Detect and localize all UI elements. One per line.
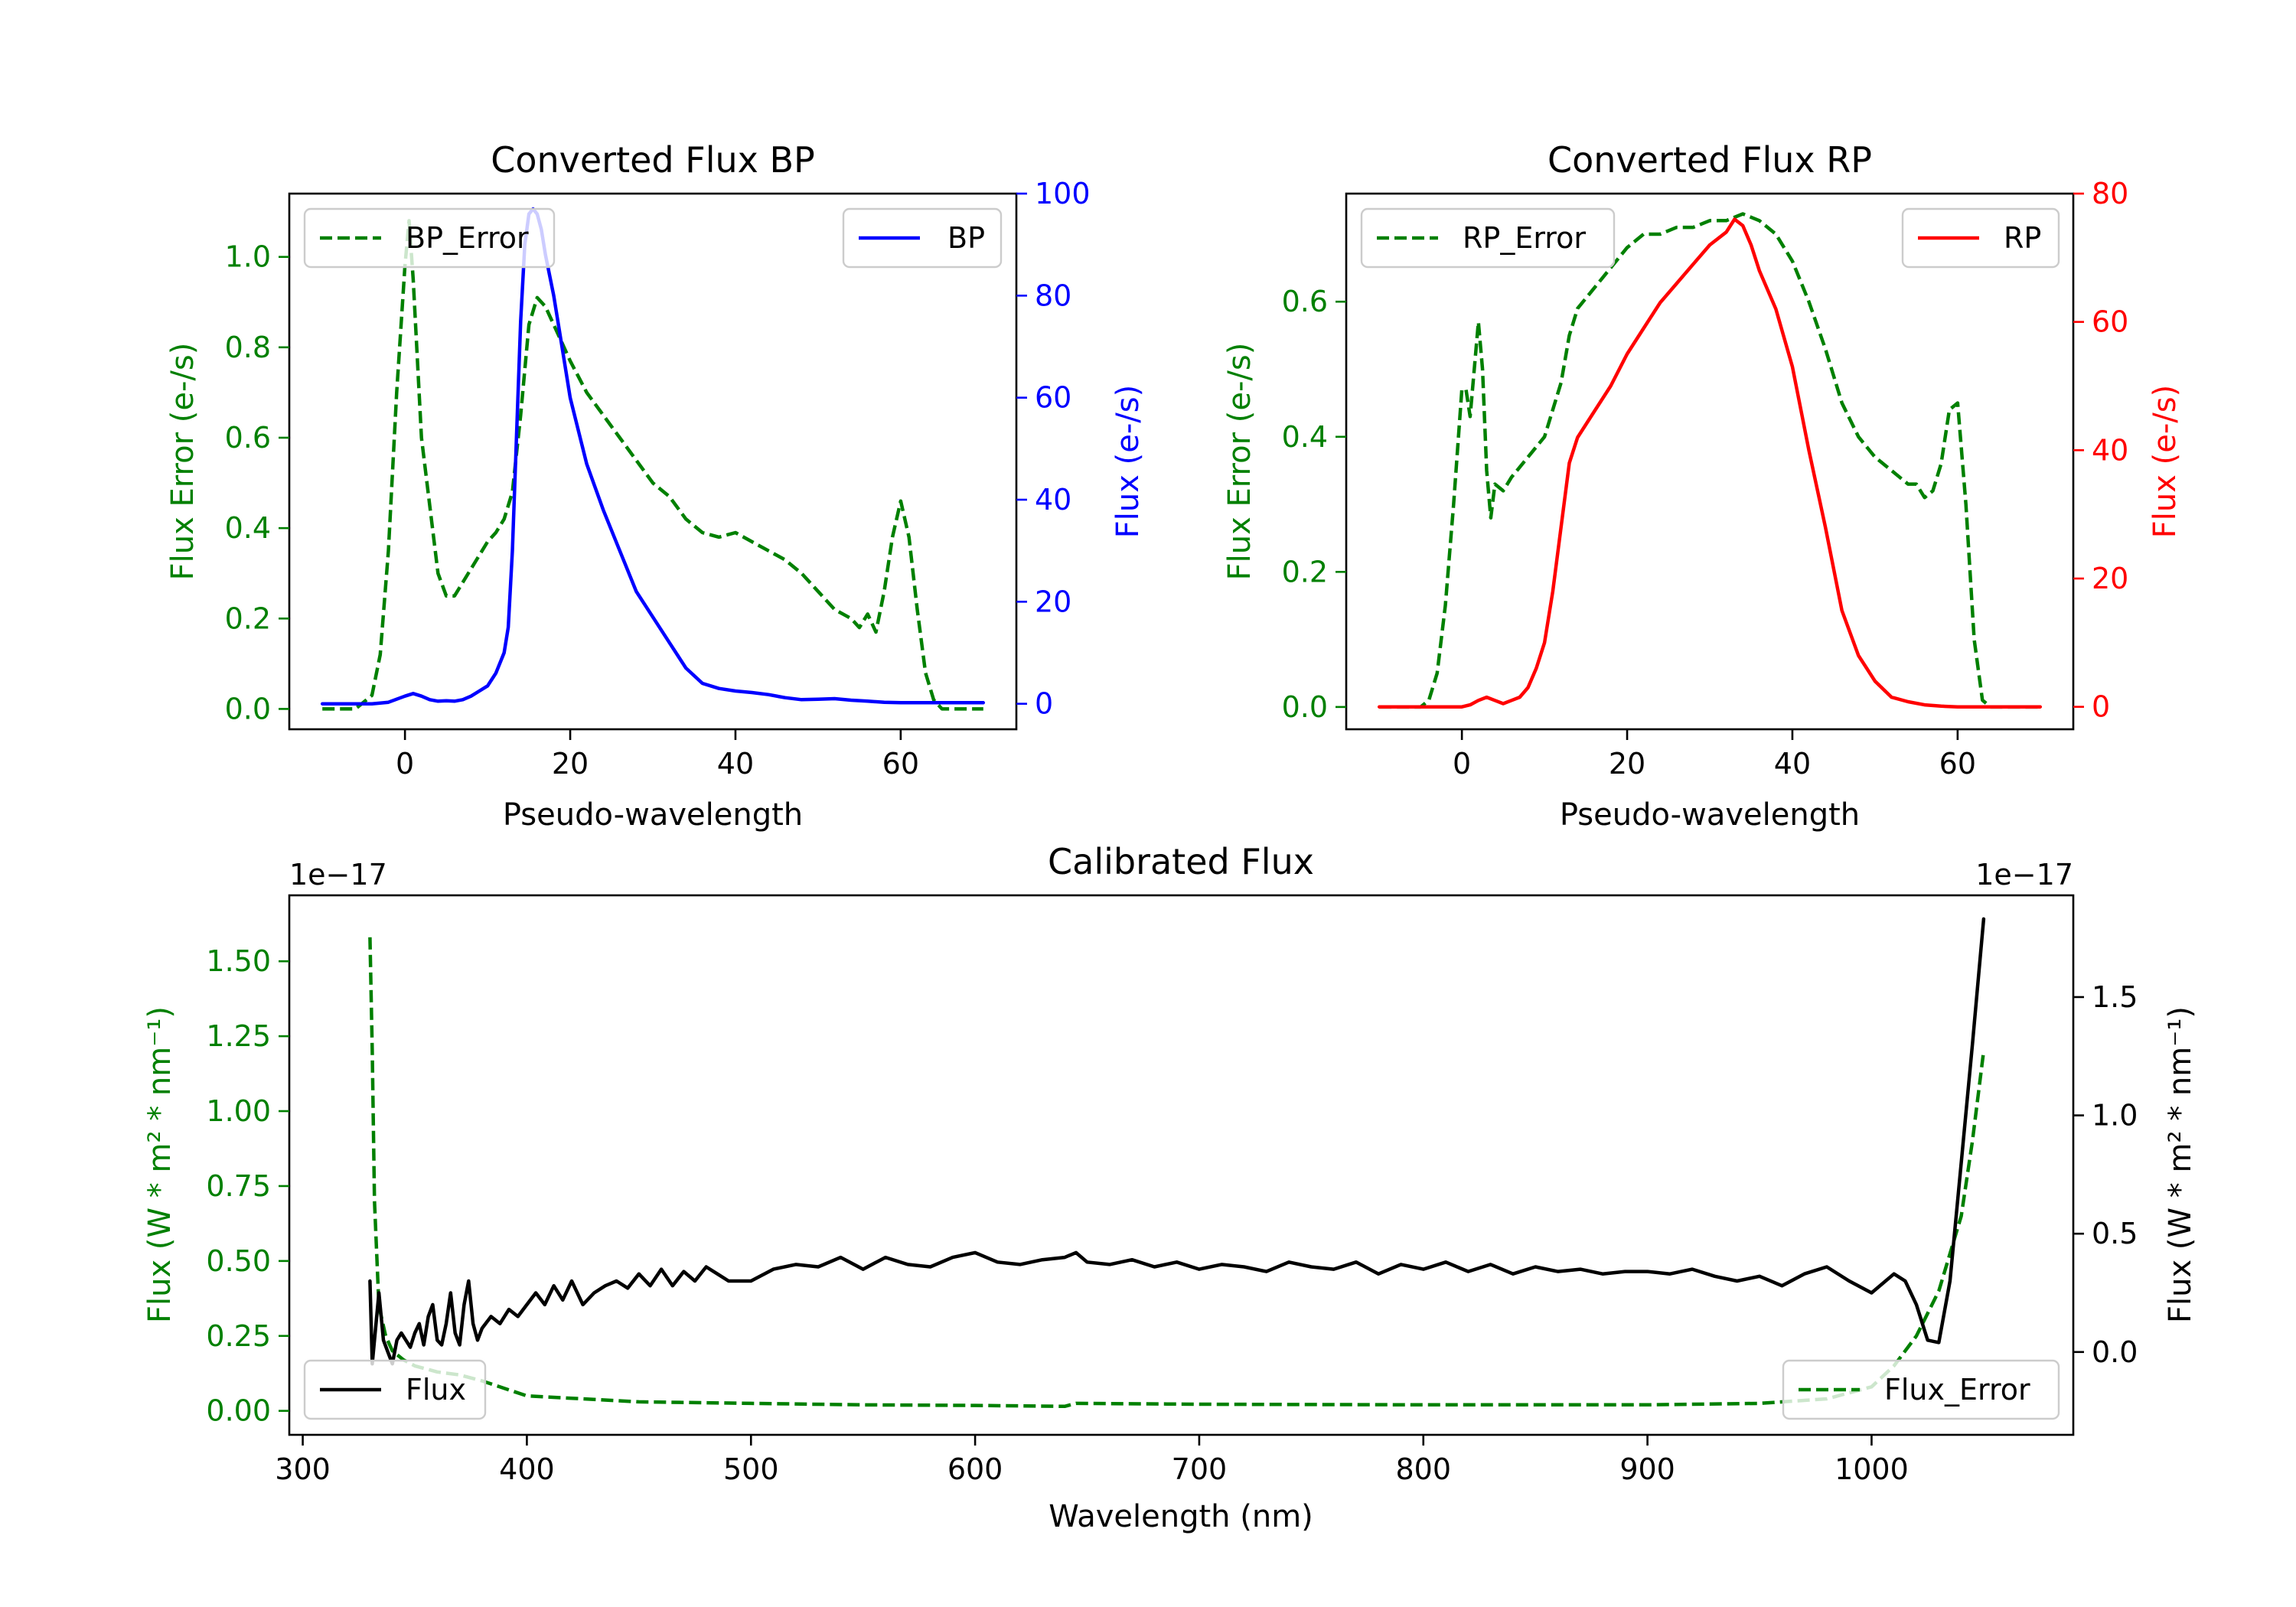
calibrated-xtick-label: 800 (1396, 1452, 1452, 1486)
chart-rp-ylabel-left: Flux Error (e-/s) (1222, 343, 1257, 581)
calibrated-xtick-label: 600 (947, 1452, 1003, 1486)
chart-calibrated-xlabel: Wavelength (nm) (1049, 1499, 1313, 1534)
chart-calibrated-ylabel-right: Flux (W * m² * nm⁻¹) (2163, 1006, 2198, 1323)
rp-ytick-right-label: 80 (2092, 177, 2128, 210)
bp-ytick-left-label: 0.6 (225, 421, 271, 455)
chart-bp-ticks: 0 20 40 60 0.0 0.2 0.4 0.6 0.8 1.0 0 20 40 60 80 100 (225, 177, 1091, 781)
chart-calibrated-frame (288, 894, 2075, 1436)
chart-calibrated-legend-error-label: Flux_Error (1884, 1373, 2030, 1407)
rp-xtick-label: 0 (1453, 747, 1471, 781)
bp-ytick-right-label: 80 (1035, 279, 1071, 312)
bp-ytick-right-label: 100 (1035, 177, 1091, 210)
calibrated-ytick-left-label: 0.50 (206, 1244, 271, 1278)
chart-rp-legend-flux-label: RP (2004, 221, 2041, 255)
rp-ytick-left-label: 0.0 (1282, 690, 1328, 724)
chart-bp-legend-flux-label: BP (947, 221, 985, 255)
calibrated-ytick-right-label: 0.0 (2092, 1335, 2138, 1369)
calibrated-series-flux-line (368, 917, 1986, 1366)
bp-series-bp-line (320, 207, 986, 706)
chart-rp-legend-error: RP_Error (1360, 207, 1616, 269)
chart-rp-ylabel-right: Flux (e-/s) (2148, 385, 2183, 538)
chart-calibrated-ylabel-left: Flux (W * m² * nm⁻¹) (142, 1006, 178, 1323)
chart-calibrated-legend-flux: Flux (303, 1359, 487, 1420)
bp-xtick-label: 40 (717, 747, 754, 781)
bp-xtick-label: 60 (882, 747, 919, 781)
calibrated-xtick-label: 500 (723, 1452, 779, 1486)
rp-ytick-right-label: 20 (2092, 562, 2128, 595)
chart-rp-title: Converted Flux RP (1548, 139, 1872, 181)
bp-ytick-right-label: 20 (1035, 585, 1071, 618)
rp-ytick-right-label: 40 (2092, 433, 2128, 467)
bp-ytick-right-label: 60 (1035, 381, 1071, 415)
rp-xtick-label: 40 (1774, 747, 1811, 781)
chart-bp-legend-flux: BP (842, 207, 1003, 269)
calibrated-ytick-left-label: 1.25 (206, 1019, 271, 1053)
bp-ytick-right-label: 0 (1035, 687, 1053, 721)
bp-ytick-right-label: 40 (1035, 483, 1071, 517)
chart-calibrated-offset-right: 1e−17 (1975, 858, 2073, 892)
chart-bp-frame (288, 192, 1018, 731)
bp-xtick-label: 20 (552, 747, 589, 781)
chart-calibrated-offset-left: 1e−17 (289, 858, 387, 892)
calibrated-ytick-left-label: 0.75 (206, 1169, 271, 1203)
rp-ytick-left-label: 0.4 (1282, 420, 1328, 454)
calibrated-ytick-right-label: 1.0 (2092, 1099, 2138, 1133)
bp-xtick-label: 0 (396, 747, 414, 781)
chart-calibrated-title: Calibrated Flux (1048, 841, 1314, 882)
chart-bp-legend-error-label: BP_Error (406, 221, 529, 255)
bp-ytick-left-label: 0.8 (225, 331, 271, 364)
bp-series-bp-error-line (322, 219, 983, 711)
chart-bp: Converted Flux BP 0 20 40 60 0.0 0.2 0.4 0.6 0.8… (165, 139, 1146, 833)
chart-bp-title: Converted Flux BP (491, 139, 815, 181)
rp-xtick-label: 20 (1609, 747, 1645, 781)
bp-ytick-left-label: 0.4 (225, 511, 271, 545)
chart-bp-ylabel-left: Flux Error (e-/s) (165, 343, 201, 581)
bp-ytick-left-label: 1.0 (225, 240, 271, 274)
rp-ytick-right-label: 60 (2092, 305, 2128, 339)
calibrated-ytick-right-label: 1.5 (2092, 980, 2138, 1014)
chart-rp: Converted Flux RP 0 20 40 60 0.0 0.2 0.4 0.6 0 20… (1222, 139, 2183, 833)
chart-calibrated: Calibrated Flux 1e−17 1e−17 300 400 500 600… (142, 841, 2198, 1534)
chart-bp-xlabel: Pseudo-wavelength (503, 797, 803, 833)
calibrated-ytick-left-label: 1.50 (206, 944, 271, 978)
chart-rp-frame (1345, 192, 2075, 731)
chart-rp-ticks: 0 20 40 60 0.0 0.2 0.4 0.6 0 20 40 60 80 (1282, 177, 2129, 781)
chart-rp-xlabel: Pseudo-wavelength (1560, 797, 1860, 833)
calibrated-xtick-label: 700 (1172, 1452, 1228, 1486)
rp-series-rp-line (1377, 217, 2043, 709)
chart-bp-ylabel-right: Flux (e-/s) (1110, 385, 1146, 538)
calibrated-xtick-label: 400 (499, 1452, 555, 1486)
chart-rp-legend-flux: RP (1901, 207, 2060, 269)
calibrated-xtick-label: 300 (275, 1452, 331, 1486)
chart-calibrated-legend-flux-label: Flux (406, 1373, 466, 1407)
chart-bp-legend-error: BP_Error (303, 207, 556, 269)
calibrated-ytick-left-label: 1.00 (206, 1094, 271, 1128)
rp-xtick-label: 60 (1939, 747, 1976, 781)
bp-ytick-left-label: 0.0 (225, 692, 271, 725)
calibrated-xtick-label: 1000 (1835, 1452, 1909, 1486)
chart-rp-legend-error-label: RP_Error (1463, 221, 1586, 255)
rp-ytick-left-label: 0.6 (1282, 285, 1328, 318)
bp-ytick-left-label: 0.2 (225, 601, 271, 635)
rp-ytick-right-label: 0 (2092, 690, 2110, 724)
calibrated-xtick-label: 900 (1619, 1452, 1675, 1486)
calibrated-ytick-left-label: 0.25 (206, 1319, 271, 1353)
calibrated-ytick-left-label: 0.00 (206, 1394, 271, 1428)
calibrated-ytick-right-label: 0.5 (2092, 1217, 2138, 1250)
rp-ytick-left-label: 0.2 (1282, 555, 1328, 588)
chart-calibrated-ticks: 300 400 500 600 700 800 900 1000 0.00 0.25 0.50 0.7… (206, 944, 2138, 1486)
chart-rp-marks (1377, 212, 2043, 709)
rp-series-rp-error-line (1379, 212, 2040, 709)
chart-bp-marks (320, 207, 986, 711)
chart-calibrated-legend-error: Flux_Error (1782, 1359, 2060, 1420)
